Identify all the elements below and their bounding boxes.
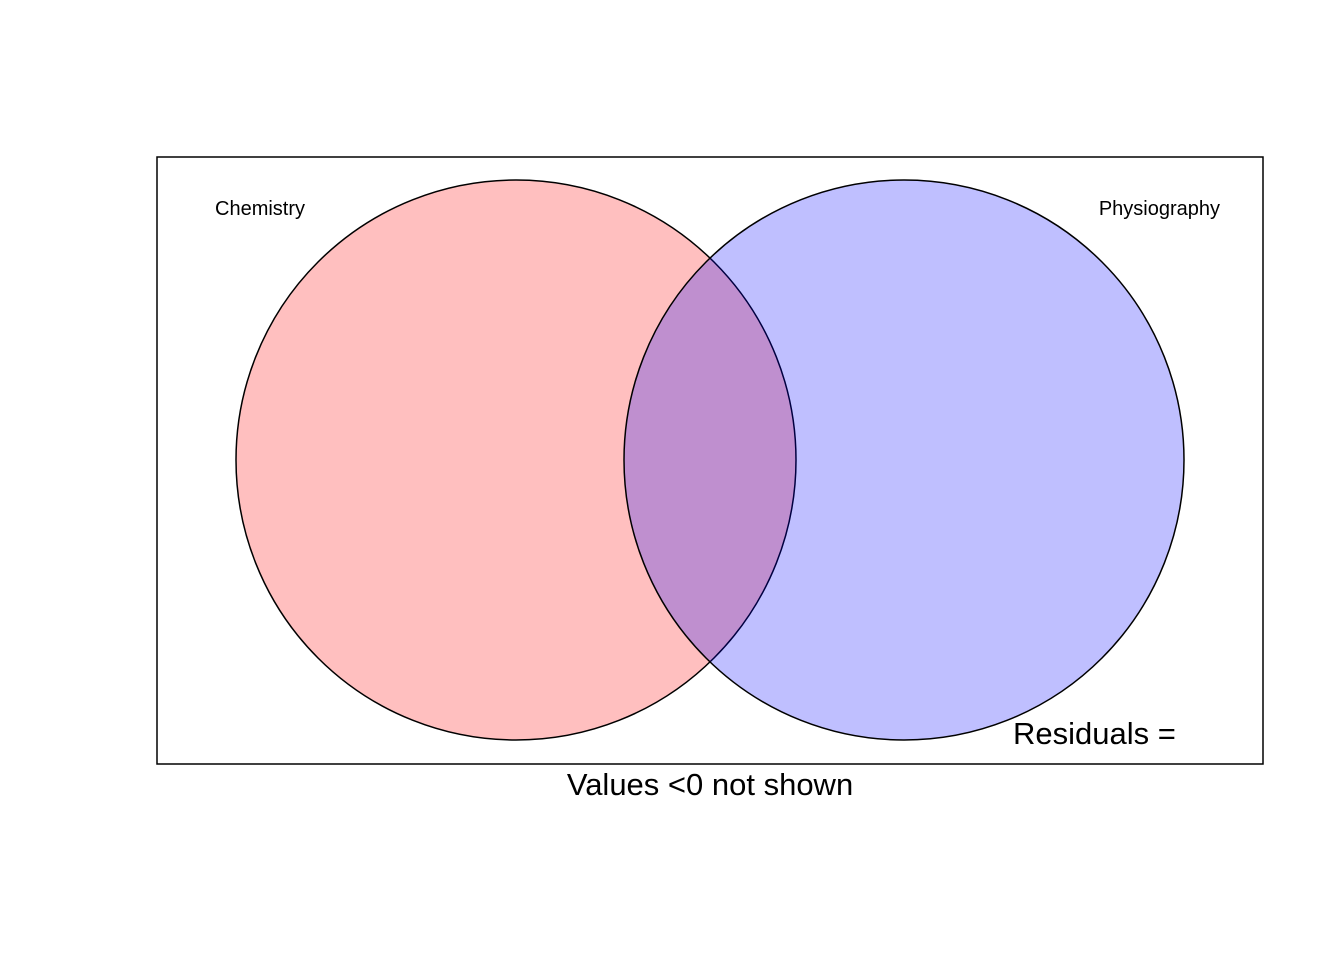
plot-frame bbox=[156, 156, 1264, 765]
chemistry-label: Chemistry bbox=[215, 198, 305, 220]
chemistry-circle bbox=[235, 179, 797, 741]
footnote: Values <0 not shown bbox=[567, 767, 853, 802]
physiography-circle bbox=[623, 179, 1185, 741]
residuals-label: Residuals = bbox=[1013, 716, 1176, 751]
physiography-label: Physiography bbox=[1099, 198, 1220, 220]
